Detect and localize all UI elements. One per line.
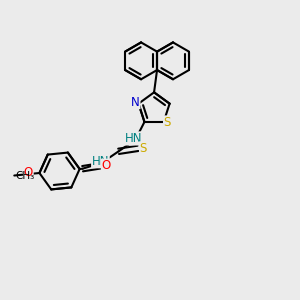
Text: O: O (101, 159, 111, 172)
Text: O: O (24, 166, 33, 179)
Text: N: N (131, 96, 140, 109)
Text: S: S (140, 142, 147, 155)
Text: CH₃: CH₃ (16, 170, 35, 181)
Text: HN: HN (92, 155, 109, 168)
Text: S: S (164, 116, 171, 129)
Text: HN: HN (125, 132, 142, 145)
